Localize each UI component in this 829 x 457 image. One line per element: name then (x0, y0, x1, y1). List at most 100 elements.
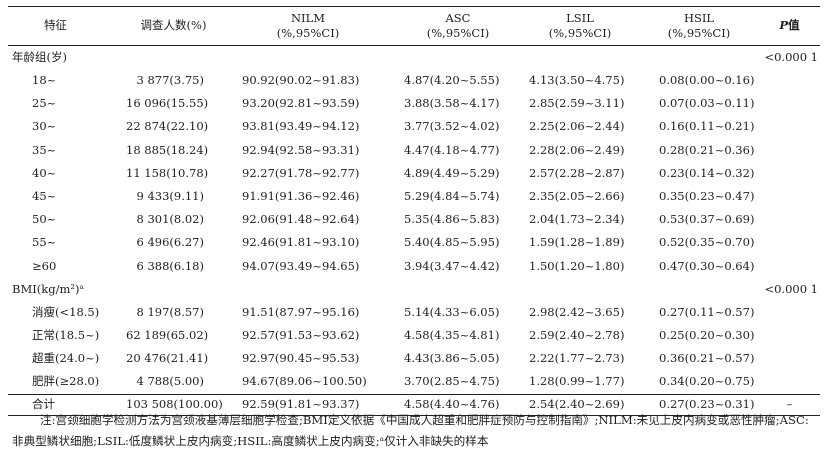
asc-cell: 5.40(4.85~5.95) (404, 235, 500, 250)
lsil-cell: 1.50(1.20~1.80) (529, 258, 625, 273)
empty-cell (395, 46, 521, 70)
lsil-cell: 1.59(1.28~1.89) (529, 235, 625, 250)
header-hsil: HSIL (%,95%CI) (639, 6, 759, 46)
nilm-cell: 92.97(90.45~95.53) (242, 351, 360, 366)
table-row: 50~ 8 301(8.02) 92.06(91.48~92.64) 5.35(4.8… (8, 208, 820, 231)
table-row: 45~ 9 433(9.11) 91.91(91.36~92.46) 5.29(4.8… (8, 185, 820, 208)
hsil-cell: 0.47(0.30~0.64) (659, 258, 755, 273)
surveyed-cell: 62 189(65.02) (126, 328, 209, 343)
row-label: 45~ (32, 188, 57, 203)
row-label: 55~ (32, 235, 57, 250)
empty-cell (221, 46, 395, 70)
asc-cell: 3.70(2.85~4.75) (404, 374, 500, 389)
surveyed-cell: 8 301(8.02) (136, 212, 204, 227)
row-label: 40~ (32, 165, 57, 180)
header-row: 特征 调查人数(%) NILM (%,95%CI) ASC (%,95%CI) LS… (8, 6, 820, 46)
nilm-cell: 90.92(90.02~91.83) (242, 73, 360, 88)
header-feature: 特征 (8, 6, 126, 46)
empty-cell (521, 278, 639, 301)
nilm-cell: 93.20(92.81~93.59) (242, 96, 360, 111)
asc-cell: 4.47(4.18~4.77) (404, 142, 500, 157)
row-label: 50~ (32, 212, 57, 227)
lsil-cell: 2.22(1.77~2.73) (529, 351, 625, 366)
surveyed-cell: 6 388(6.18) (136, 258, 204, 273)
row-label: 25~ (32, 96, 57, 111)
p-cell (759, 324, 820, 347)
p-cell (759, 255, 820, 278)
lsil-cell: 1.28(0.99~1.77) (529, 374, 625, 389)
table-row: 正常(18.5~) 62 189(65.02) 92.57(91.53~93.62)… (8, 324, 820, 347)
empty-cell (126, 46, 221, 70)
p-cell (759, 185, 820, 208)
empty-cell (639, 278, 759, 301)
nilm-cell: 92.46(91.81~93.10) (242, 235, 360, 250)
hsil-cell: 0.52(0.35~0.70) (659, 235, 755, 250)
group-p-value: <0.000 1 (764, 281, 818, 296)
asc-cell: 5.29(4.84~5.74) (404, 188, 500, 203)
nilm-cell: 91.91(91.36~92.46) (242, 188, 360, 203)
header-asc: ASC (%,95%CI) (395, 6, 521, 46)
surveyed-cell: 3 877(3.75) (136, 73, 204, 88)
nilm-cell: 91.51(87.97~95.16) (242, 304, 360, 319)
p-cell (759, 69, 820, 92)
total-p-value: – (759, 393, 820, 416)
nilm-cell: 92.27(91.78~92.77) (242, 165, 360, 180)
asc-cell: 3.94(3.47~4.42) (404, 258, 500, 273)
total-lsil: 2.54(2.40~2.69) (521, 393, 639, 416)
surveyed-cell: 16 096(15.55) (126, 96, 209, 111)
total-nilm: 92.59(91.81~93.37) (221, 393, 395, 416)
table-row: 35~ 18 885(18.24) 92.94(92.58~93.31) 4.47(4… (8, 139, 820, 162)
header-lsil: LSIL (%,95%CI) (521, 6, 639, 46)
lsil-cell: 4.13(3.50~4.75) (529, 73, 625, 88)
nilm-cell: 92.57(91.53~93.62) (242, 328, 360, 343)
p-cell (759, 347, 820, 370)
empty-cell (126, 278, 221, 301)
hsil-cell: 0.35(0.23~0.47) (659, 188, 755, 203)
hsil-cell: 0.23(0.14~0.32) (659, 165, 755, 180)
lsil-cell: 2.98(2.42~3.65) (529, 304, 625, 319)
row-label: 30~ (32, 119, 57, 134)
hsil-cell: 0.25(0.20~0.30) (659, 328, 755, 343)
row-label: 超重(24.0~) (32, 351, 100, 366)
group-header-row: BMI(kg/m²)ᵃ <0.000 1 (8, 278, 820, 301)
surveyed-cell: 9 433(9.11) (136, 188, 204, 203)
asc-cell: 3.77(3.52~4.02) (404, 119, 500, 134)
table-row: 40~ 11 158(10.78) 92.27(91.78~92.77) 4.89(4… (8, 162, 820, 185)
hsil-cell: 0.27(0.11~0.57) (659, 304, 755, 319)
hsil-cell: 0.53(0.37~0.69) (659, 212, 755, 227)
lsil-cell: 2.28(2.06~2.49) (529, 142, 625, 157)
hsil-cell: 0.08(0.00~0.16) (659, 73, 755, 88)
nilm-cell: 92.06(91.48~92.64) (242, 212, 360, 227)
p-cell (759, 162, 820, 185)
row-label: ≥60 (32, 258, 57, 273)
lsil-cell: 2.35(2.05~2.66) (529, 188, 625, 203)
nilm-cell: 92.94(92.58~93.31) (242, 142, 360, 157)
table-row: 超重(24.0~) 20 476(21.41) 92.97(90.45~95.53)… (8, 347, 820, 370)
surveyed-cell: 22 874(22.10) (126, 119, 209, 134)
lsil-cell: 2.25(2.06~2.44) (529, 119, 625, 134)
hsil-cell: 0.34(0.20~0.75) (659, 374, 755, 389)
table-row: 肥胖(≥28.0) 4 788(5.00) 94.67(89.06~100.50) 3… (8, 371, 820, 395)
lsil-cell: 2.85(2.59~3.11) (529, 96, 625, 111)
p-cell (759, 301, 820, 324)
empty-cell (639, 46, 759, 70)
empty-cell (395, 278, 521, 301)
hsil-cell: 0.36(0.21~0.57) (659, 351, 755, 366)
surveyed-cell: 8 197(8.57) (136, 304, 204, 319)
asc-cell: 5.35(4.86~5.83) (404, 212, 500, 227)
p-cell (759, 116, 820, 139)
group-p-value: <0.000 1 (764, 49, 818, 64)
p-cell (759, 139, 820, 162)
row-label: 消瘦(<18.5) (32, 304, 100, 319)
total-surveyed: 103 508(100.00) (126, 393, 223, 416)
asc-cell: 3.88(3.58~4.17) (404, 96, 500, 111)
p-cell (759, 232, 820, 255)
lsil-cell: 2.59(2.40~2.78) (529, 328, 625, 343)
nilm-cell: 93.81(93.49~94.12) (242, 119, 360, 134)
asc-cell: 4.89(4.49~5.29) (404, 165, 500, 180)
header-surveyed: 调查人数(%) (126, 6, 221, 46)
group-label: 年龄组(岁) (12, 49, 67, 64)
p-cell (759, 92, 820, 115)
total-label: 合计 (8, 393, 126, 416)
table-row: 18~ 3 877(3.75) 90.92(90.02~91.83) 4.87(4.2… (8, 69, 820, 92)
